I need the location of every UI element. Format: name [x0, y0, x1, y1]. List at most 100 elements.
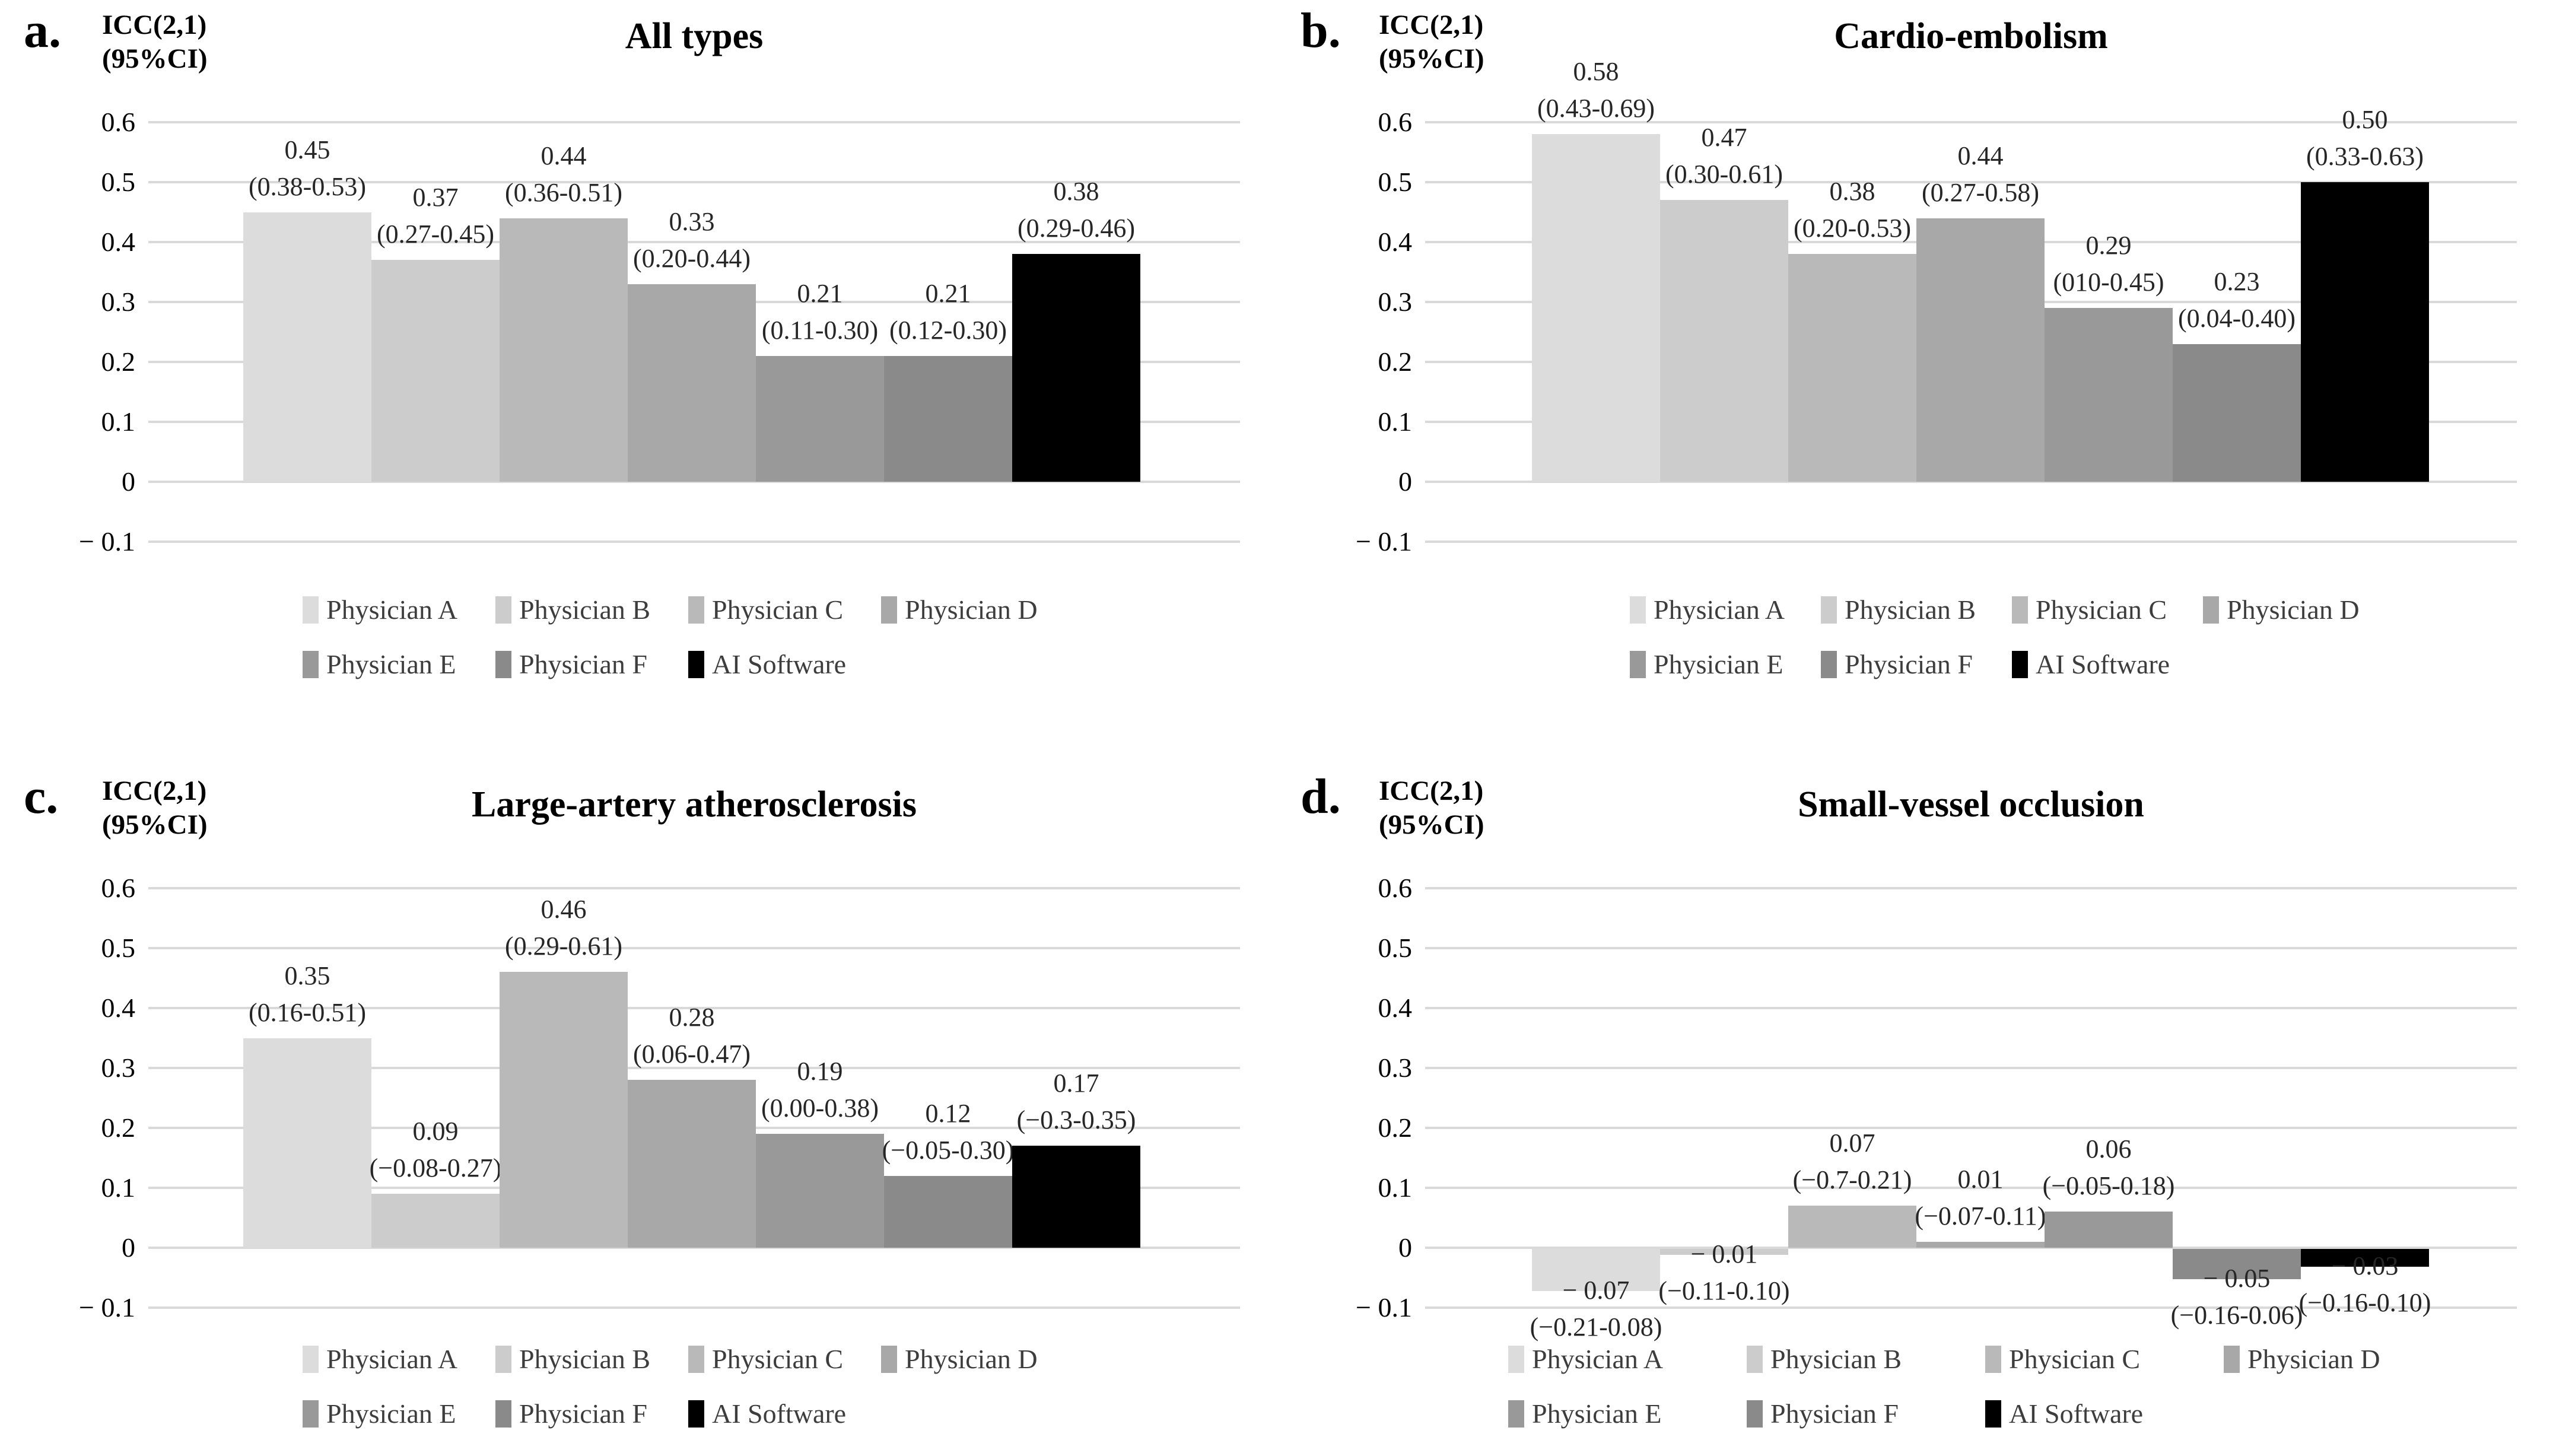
- legend-item-label: Physician F: [519, 1398, 647, 1429]
- bar-ci-text: (−0.11-0.10): [1658, 1276, 1790, 1306]
- legend-swatch: [881, 596, 897, 624]
- bar-data-label: 0.38 (0.20-0.53): [1722, 173, 1983, 247]
- legend-item-physician-a: Physician A: [1630, 593, 1785, 627]
- legend-item-label: Physician F: [519, 649, 647, 679]
- bar-value-text: 0.12: [925, 1098, 971, 1128]
- legend-item-physician-a: Physician A: [303, 1343, 457, 1376]
- bar-value-text: 0.07: [1829, 1128, 1875, 1158]
- bar-ci-text: (−0.05-0.18): [2042, 1171, 2175, 1201]
- legend-item-physician-c: Physician C: [688, 593, 843, 627]
- bar-data-label: 0.17 (−0.3-0.35): [946, 1065, 1207, 1139]
- y-tick-label: 0: [122, 466, 135, 497]
- legend-item-physician-a: Physician A: [1508, 1343, 1663, 1376]
- legend-item-label: Physician B: [1770, 1344, 1902, 1374]
- legend-item-ai-software: AI Software: [688, 648, 846, 681]
- gridline: [1425, 481, 2517, 483]
- y-tick-label: 0.1: [1378, 1172, 1413, 1203]
- legend-item-label: Physician C: [2036, 595, 2167, 625]
- legend-item-physician-d: Physician D: [2224, 1343, 2380, 1376]
- legend-swatch: [2012, 651, 2028, 678]
- bar-physician-a: [1532, 1249, 1660, 1291]
- legend-swatch: [1747, 1346, 1763, 1373]
- legend-swatch: [303, 1400, 319, 1428]
- legend-item-label: Physician B: [1845, 595, 1976, 625]
- bar-data-label: 0.21 (0.11-0.30): [689, 275, 950, 349]
- gridline: [148, 541, 1240, 543]
- bar-physician-c: [1788, 254, 1916, 482]
- bar-data-label: 0.19 (0.00-0.38): [689, 1053, 950, 1127]
- panel-a: a. ICC(2,1) (95%CI) All types 0.6 0.5 0.4 0.3 0.…: [0, 0, 1277, 728]
- legend-swatch: [303, 596, 319, 624]
- bar-ci-text: (−0.16-0.06): [2170, 1300, 2303, 1330]
- bar-physician-a: [243, 1038, 371, 1248]
- legend-item-physician-f: Physician F: [495, 1397, 647, 1430]
- legend-swatch: [688, 1346, 704, 1373]
- bar-data-label: − 0.07 (−0.21-0.08): [1465, 1272, 1727, 1346]
- y-tick-label: 0.3: [101, 287, 136, 317]
- bar-value-text: 0.23: [2214, 266, 2260, 296]
- bar-value-text: 0.45: [284, 135, 330, 164]
- bar-ci-text: (0.20-0.53): [1794, 214, 1911, 243]
- bar-ci-text: (0.16-0.51): [249, 997, 366, 1027]
- gridline: [148, 1067, 1240, 1069]
- y-axis-label: ICC(2,1) (95%CI): [1379, 774, 1484, 843]
- bar-value-text: 0.37: [412, 183, 459, 212]
- gridline: [148, 121, 1240, 123]
- bar-value-text: 0.33: [669, 206, 715, 236]
- legend-swatch: [1985, 1346, 2001, 1373]
- bar-value-text: 0.01: [1957, 1164, 2004, 1194]
- legend-item-label: Physician E: [326, 1398, 456, 1429]
- bar-value-text: 0.50: [2342, 105, 2388, 134]
- bar-data-label: 0.46 (0.29-0.61): [433, 891, 694, 965]
- y-axis-label-line1: ICC(2,1): [102, 775, 207, 806]
- y-tick-label: 0.6: [101, 873, 136, 903]
- y-tick-label: 0.3: [1378, 1053, 1413, 1083]
- gridline: [1425, 1007, 2517, 1009]
- legend-item-label: Physician C: [2009, 1344, 2141, 1374]
- bar-ai-software: [1012, 1146, 1140, 1248]
- legend-swatch: [2224, 1346, 2240, 1373]
- bar-ai-software: [1012, 254, 1140, 482]
- bar-ci-text: (0.38-0.53): [249, 171, 366, 201]
- legend-item-physician-b: Physician B: [495, 593, 650, 627]
- bar-physician-e: [2045, 308, 2173, 482]
- bar-value-text: − 0.07: [1562, 1275, 1630, 1305]
- bar-ci-text: (−0.08-0.27): [369, 1153, 502, 1183]
- bar-physician-e: [756, 1134, 884, 1248]
- bar-ci-text: (0.00-0.38): [761, 1093, 879, 1123]
- bar-data-label: 0.33 (0.20-0.44): [561, 204, 822, 277]
- legend-item-label: Physician A: [326, 595, 458, 625]
- y-tick-label: − 0.1: [1356, 1292, 1412, 1323]
- gridline: [1425, 181, 2517, 183]
- bar-value-text: 0.38: [1829, 177, 1875, 206]
- bar-physician-e: [756, 355, 884, 482]
- bar-data-label: 0.50 (0.33-0.63): [2234, 101, 2495, 175]
- bar-ci-text: (0.36-0.51): [505, 177, 622, 207]
- panel-d-letter: d.: [1301, 769, 1341, 824]
- gridline: [1425, 1187, 2517, 1189]
- y-tick-label: 0: [1398, 1232, 1412, 1263]
- y-tick-label: 0: [122, 1232, 135, 1263]
- legend-item-physician-e: Physician E: [1630, 648, 1783, 681]
- legend-item-physician-d: Physician D: [881, 1343, 1038, 1376]
- bar-ci-text: (0.04-0.40): [2178, 303, 2296, 333]
- y-tick-label: 0.4: [101, 993, 136, 1023]
- legend-item-label: Physician A: [1654, 595, 1785, 625]
- legend-swatch: [1508, 1400, 1524, 1428]
- legend-item-physician-b: Physician B: [1747, 1343, 1902, 1376]
- bar-physician-c: [500, 972, 628, 1248]
- legend-item-label: Physician E: [1654, 649, 1783, 679]
- bar-ci-text: (0.12-0.30): [889, 315, 1007, 345]
- bar-data-label: 0.09 (−0.08-0.27): [305, 1113, 566, 1187]
- bar-physician-d: [1916, 1241, 2045, 1248]
- y-axis-label-line1: ICC(2,1): [1379, 9, 1484, 40]
- legend-item-label: Physician F: [1770, 1398, 1899, 1429]
- y-tick-label: 0.2: [101, 1112, 136, 1143]
- legend-item-label: Physician B: [519, 595, 651, 625]
- bar-data-label: 0.47 (0.30-0.61): [1594, 119, 1855, 193]
- legend-item-label: Physician D: [2247, 1344, 2380, 1374]
- legend-item-physician-f: Physician F: [1821, 648, 1973, 681]
- legend-item-label: AI Software: [2036, 649, 2170, 679]
- y-tick-label: 0.1: [1378, 406, 1413, 437]
- y-tick-label: 0.3: [101, 1053, 136, 1083]
